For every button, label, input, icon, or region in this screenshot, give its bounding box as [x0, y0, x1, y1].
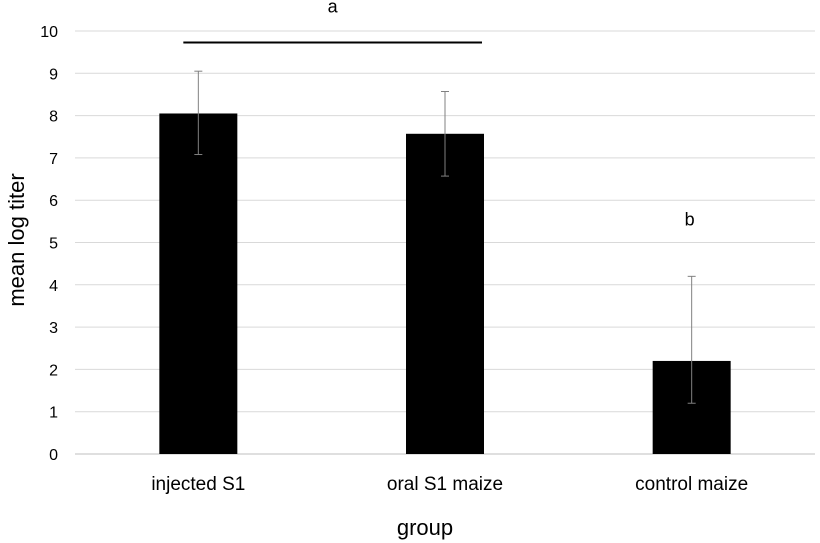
y-axis-title: mean log titer: [4, 173, 29, 306]
y-tick-label-1: 1: [49, 405, 58, 422]
y-tick-label-9: 9: [49, 66, 58, 83]
y-axis-ticks: 0 1 2 3 4 5 6 7 8 9 10: [40, 24, 58, 464]
x-category-label-1: oral S1 maize: [387, 474, 503, 495]
y-tick-label-8: 8: [49, 109, 58, 126]
x-category-label-0: injected S1: [151, 474, 245, 495]
y-tick-label-4: 4: [49, 278, 58, 295]
significance-annotations: ab: [183, 0, 695, 230]
y-tick-label-5: 5: [49, 236, 58, 253]
significance-label-b: b: [685, 210, 695, 230]
y-tick-label-3: 3: [49, 320, 58, 337]
significance-label-a: a: [328, 0, 339, 16]
bars: [159, 113, 731, 455]
bar-1: [406, 133, 484, 454]
error-bars: [194, 70, 696, 404]
y-tick-label-2: 2: [49, 362, 58, 379]
y-tick-label-10: 10: [40, 24, 58, 41]
bar-0: [159, 113, 238, 455]
y-tick-label-0: 0: [49, 447, 58, 464]
x-category-label-2: control maize: [635, 474, 748, 495]
y-tick-label-6: 6: [49, 193, 58, 210]
x-axis-labels: injected S1 oral S1 maize control maize: [151, 474, 748, 495]
x-axis-title: group: [397, 515, 453, 540]
y-tick-label-7: 7: [49, 151, 58, 168]
